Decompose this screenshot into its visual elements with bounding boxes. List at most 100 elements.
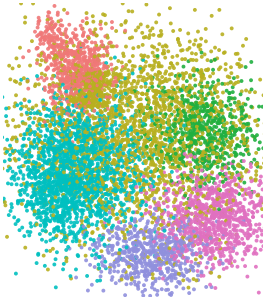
Point <box>50 135 55 140</box>
Point <box>21 173 26 178</box>
Point <box>38 180 42 185</box>
Point <box>55 172 60 177</box>
Point <box>184 211 188 215</box>
Point <box>67 175 72 179</box>
Point <box>167 120 171 124</box>
Point <box>256 192 260 197</box>
Point <box>56 19 61 24</box>
Point <box>119 89 123 94</box>
Point <box>108 270 112 275</box>
Point <box>48 199 53 203</box>
Point <box>102 186 106 191</box>
Point <box>178 203 182 208</box>
Point <box>85 134 89 138</box>
Point <box>98 141 102 146</box>
Point <box>134 108 138 113</box>
Point <box>30 170 34 175</box>
Point <box>21 55 25 60</box>
Point <box>59 146 63 151</box>
Point <box>14 93 18 98</box>
Point <box>218 128 222 133</box>
Point <box>95 156 99 161</box>
Point <box>97 188 101 193</box>
Point <box>208 270 212 275</box>
Point <box>63 162 67 167</box>
Point <box>77 144 81 149</box>
Point <box>148 228 152 232</box>
Point <box>171 264 175 268</box>
Point <box>125 194 129 198</box>
Point <box>235 170 239 175</box>
Point <box>151 113 155 118</box>
Point <box>133 64 137 69</box>
Point <box>120 145 124 150</box>
Point <box>97 240 101 244</box>
Point <box>151 160 155 165</box>
Point <box>116 148 120 153</box>
Point <box>235 232 239 237</box>
Point <box>98 113 103 118</box>
Point <box>158 116 162 121</box>
Point <box>32 212 36 217</box>
Point <box>246 244 250 249</box>
Point <box>95 56 99 61</box>
Point <box>169 178 173 183</box>
Point <box>108 95 112 100</box>
Point <box>228 219 232 224</box>
Point <box>78 160 82 164</box>
Point <box>66 101 70 106</box>
Point <box>84 253 88 258</box>
Point <box>63 213 67 218</box>
Point <box>184 116 188 121</box>
Point <box>116 75 120 80</box>
Point <box>225 232 230 237</box>
Point <box>150 159 154 164</box>
Point <box>227 161 231 166</box>
Point <box>195 101 199 106</box>
Point <box>93 147 97 152</box>
Point <box>69 156 73 161</box>
Point <box>93 69 98 74</box>
Point <box>148 137 153 142</box>
Point <box>150 229 154 233</box>
Point <box>27 116 31 121</box>
Point <box>105 168 109 173</box>
Point <box>38 122 42 127</box>
Point <box>53 215 57 220</box>
Point <box>168 143 173 148</box>
Point <box>159 250 163 255</box>
Point <box>66 142 70 147</box>
Point <box>228 235 232 239</box>
Point <box>64 80 69 84</box>
Point <box>79 60 83 65</box>
Point <box>186 226 190 230</box>
Point <box>75 152 80 156</box>
Point <box>136 104 141 109</box>
Point <box>242 124 246 129</box>
Point <box>190 124 195 129</box>
Point <box>43 179 47 184</box>
Point <box>135 210 139 214</box>
Point <box>59 189 63 194</box>
Point <box>101 44 105 49</box>
Point <box>150 77 154 82</box>
Point <box>84 100 88 104</box>
Point <box>173 140 177 145</box>
Point <box>231 227 235 232</box>
Point <box>89 68 93 73</box>
Point <box>51 141 55 146</box>
Point <box>157 234 161 239</box>
Point <box>60 45 64 50</box>
Point <box>45 127 49 131</box>
Point <box>106 250 111 255</box>
Point <box>62 178 66 183</box>
Point <box>161 276 165 281</box>
Point <box>141 178 146 183</box>
Point <box>156 258 160 263</box>
Point <box>78 180 82 185</box>
Point <box>189 153 193 158</box>
Point <box>142 67 146 72</box>
Point <box>190 137 195 142</box>
Point <box>85 149 89 154</box>
Point <box>227 154 231 159</box>
